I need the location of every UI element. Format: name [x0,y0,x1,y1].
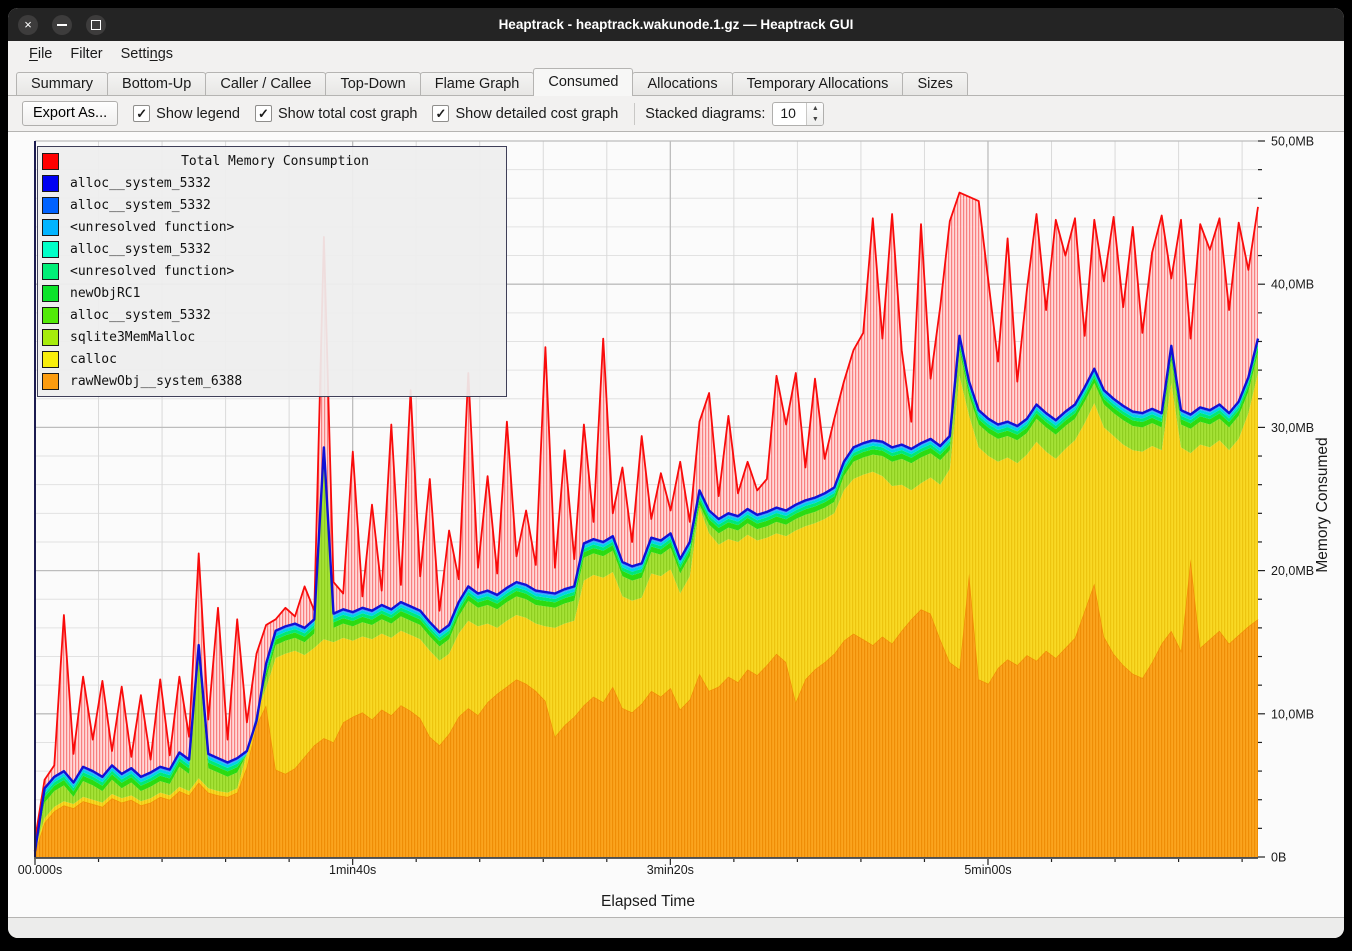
legend-swatch [42,350,59,368]
checkbox-check-icon: ✓ [255,105,272,122]
legend-item: alloc__system_5332 [38,172,506,194]
y-tick-label: 10,0MB [1271,707,1314,721]
title-bar: × Heaptrack - heaptrack.wakunode.1.gz — … [8,8,1344,41]
legend-item-label: alloc__system_5332 [70,197,211,213]
maximize-icon [91,19,101,30]
minimize-icon [57,23,67,26]
x-tick-label: 1min40s [329,863,376,877]
menu-item-filter[interactable]: Filter [70,46,103,62]
app-window: × Heaptrack - heaptrack.wakunode.1.gz — … [8,8,1344,938]
checkbox-label: Show detailed cost graph [455,105,619,122]
legend-swatch-total [42,152,59,170]
legend-title-row: Total Memory Consumption [38,150,506,172]
tab-allocations[interactable]: Allocations [632,72,733,96]
total-consumption-area [35,192,1258,852]
legend-item: calloc [38,348,506,370]
legend-item-label: newObjRC1 [70,285,141,301]
stacked-diagrams-spinbox[interactable]: 10 ▲ ▼ [772,101,825,126]
rawnewobj-area [35,559,1258,857]
x-axis-title: Elapsed Time [601,893,695,910]
x-tick-label: 3min20s [647,863,694,877]
stacked-diagrams-value[interactable]: 10 [780,104,796,121]
legend-item: <unresolved function> [38,216,506,238]
legend-swatch [42,328,59,346]
calloc-area [35,373,1258,853]
legend-item: alloc__system_5332 [38,194,506,216]
tab-summary[interactable]: Summary [16,72,109,96]
close-button[interactable]: × [18,14,38,35]
legend-item-label: <unresolved function> [70,219,235,235]
total-consumption-line [34,191,1259,840]
legend-swatch [42,372,59,390]
legend-swatch [42,174,59,192]
checkbox-label: Show legend [156,105,240,122]
checkbox-label: Show total cost graph [278,105,418,122]
toolbar-separator [634,102,636,125]
window-title: Heaptrack - heaptrack.wakunode.1.gz — He… [498,17,854,32]
legend-item: newObjRC1 [38,282,506,304]
stacked-diagrams-label: Stacked diagrams: [645,105,766,122]
memory-chart-area[interactable]: 00.000s 1min40s 3min20s 5min00s 0B 10,0MB 20,0… [8,131,1344,918]
tab-temporary-allocations[interactable]: Temporary Allocations [731,72,904,96]
legend-swatch [42,262,59,280]
legend-item-label: alloc__system_5332 [70,241,211,257]
legend-swatch [42,218,59,236]
chart-legend: Total Memory Consumption alloc__system_53… [37,146,507,397]
checkbox-check-icon: ✓ [432,105,450,122]
y-tick-label: 30,0MB [1271,421,1314,435]
checkbox-check-icon: ✓ [133,105,151,122]
menu-item-settings[interactable]: Settings [120,46,174,62]
legend-item-label: <unresolved function> [70,263,235,279]
legend-item: rawNewObj__system_6388 [38,370,506,392]
tab-sizes[interactable]: Sizes [902,72,968,96]
close-icon: × [24,17,32,32]
tab-bar: Summary Bottom-Up Caller / Callee Top-Down F… [8,67,1344,96]
export-as-button[interactable]: Export As... [22,101,119,126]
checkbox-show-legend[interactable]: ✓ Show legend [133,105,240,122]
menu-item-file[interactable]: File [29,46,53,62]
y-tick-label: 20,0MB [1271,564,1314,578]
toolbar: Export As... ✓ Show legend ✓ Show total cos… [8,96,1344,131]
y-axis-title: Memory Consumed [1314,437,1331,572]
y-tick-label: 40,0MB [1271,278,1314,292]
legend-swatch [42,284,59,302]
status-bar [8,918,1344,938]
menu-bar: File Filter Settings [8,41,1344,67]
spin-arrows: ▲ ▼ [806,102,824,125]
maximize-button[interactable] [86,14,106,35]
tab-bottom-up[interactable]: Bottom-Up [107,72,207,96]
tab-consumed[interactable]: Consumed [533,68,634,96]
memory-chart[interactable]: 00.000s 1min40s 3min20s 5min00s 0B 10,0MB 20,0… [8,132,1344,916]
legend-item: alloc__system_5332 [38,304,506,326]
tab-caller-callee[interactable]: Caller / Callee [205,72,327,96]
legend-title: Total Memory Consumption [181,153,369,169]
legend-item-label: calloc [70,351,117,367]
spin-down-button[interactable]: ▼ [811,115,819,123]
tab-top-down[interactable]: Top-Down [325,72,421,96]
legend-item: alloc__system_5332 [38,238,506,260]
x-tick-label: 00.000s [18,863,62,877]
legend-item: sqlite3MemMalloc [38,326,506,348]
y-tick-label: 50,0MB [1271,135,1314,149]
spin-up-button[interactable]: ▲ [811,104,819,112]
alloc-system-blue-line [33,334,1260,852]
tab-flame-graph[interactable]: Flame Graph [419,72,535,96]
legend-item-label: sqlite3MemMalloc [70,329,196,345]
y-tick-label: 0B [1271,851,1286,865]
legend-swatch [42,306,59,324]
checkbox-show-detailed-cost-graph[interactable]: ✓ Show detailed cost graph [432,105,618,122]
legend-item-label: rawNewObj__system_6388 [70,373,243,389]
legend-item: <unresolved function> [38,260,506,282]
x-tick-label: 5min00s [964,863,1011,877]
checkbox-show-total-cost-graph[interactable]: ✓ Show total cost graph [255,105,417,122]
legend-item-label: alloc__system_5332 [70,307,211,323]
legend-swatch [42,240,59,258]
legend-item-label: alloc__system_5332 [70,175,211,191]
minimize-button[interactable] [52,14,72,35]
legend-swatch [42,196,59,214]
